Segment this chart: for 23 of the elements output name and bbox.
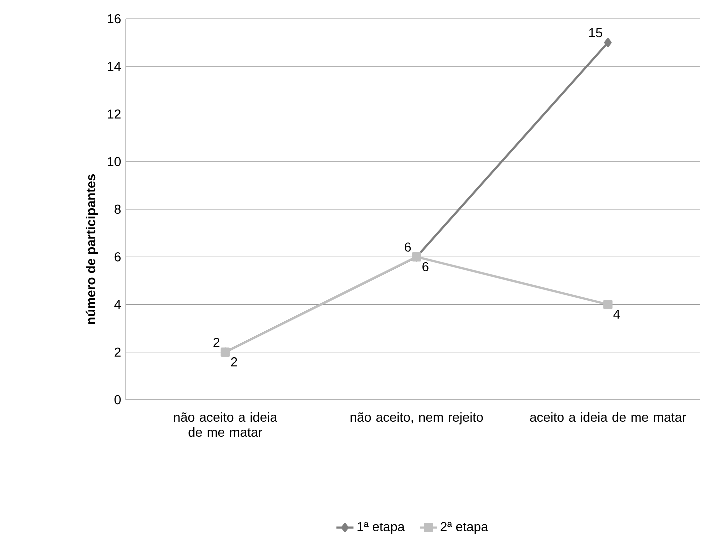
y-tick-label: 8: [114, 204, 121, 214]
y-axis-title: número de participantes: [86, 174, 98, 324]
x-tick-label: aceito a ideia de me matar: [530, 412, 686, 422]
x-tick-label: não aceito a ideia de me matar: [174, 412, 278, 438]
data-label: 6: [422, 262, 429, 272]
y-tick-label: 6: [114, 252, 121, 262]
data-label: 2: [231, 358, 238, 367]
y-tick-label: 16: [108, 14, 121, 24]
point: [604, 300, 613, 310]
y-tick-label: 2: [114, 348, 121, 357]
data-label: 15: [589, 28, 602, 38]
data-label: 6: [405, 242, 412, 252]
data-label: 2: [214, 338, 220, 348]
point: [604, 38, 612, 48]
y-tick-label: 0: [114, 395, 121, 405]
data-label: 4: [614, 310, 620, 319]
x-tick-label: não aceito, nem rejeito: [350, 412, 484, 425]
legend-label: 2ª etapa: [440, 522, 488, 534]
y-tick-label: 4: [114, 300, 122, 310]
y-tick-label: 10: [108, 157, 121, 166]
y-tick-label: 14: [108, 62, 122, 72]
legend-label: 1ª etapa: [358, 522, 405, 534]
y-tick-label: 12: [108, 110, 121, 119]
